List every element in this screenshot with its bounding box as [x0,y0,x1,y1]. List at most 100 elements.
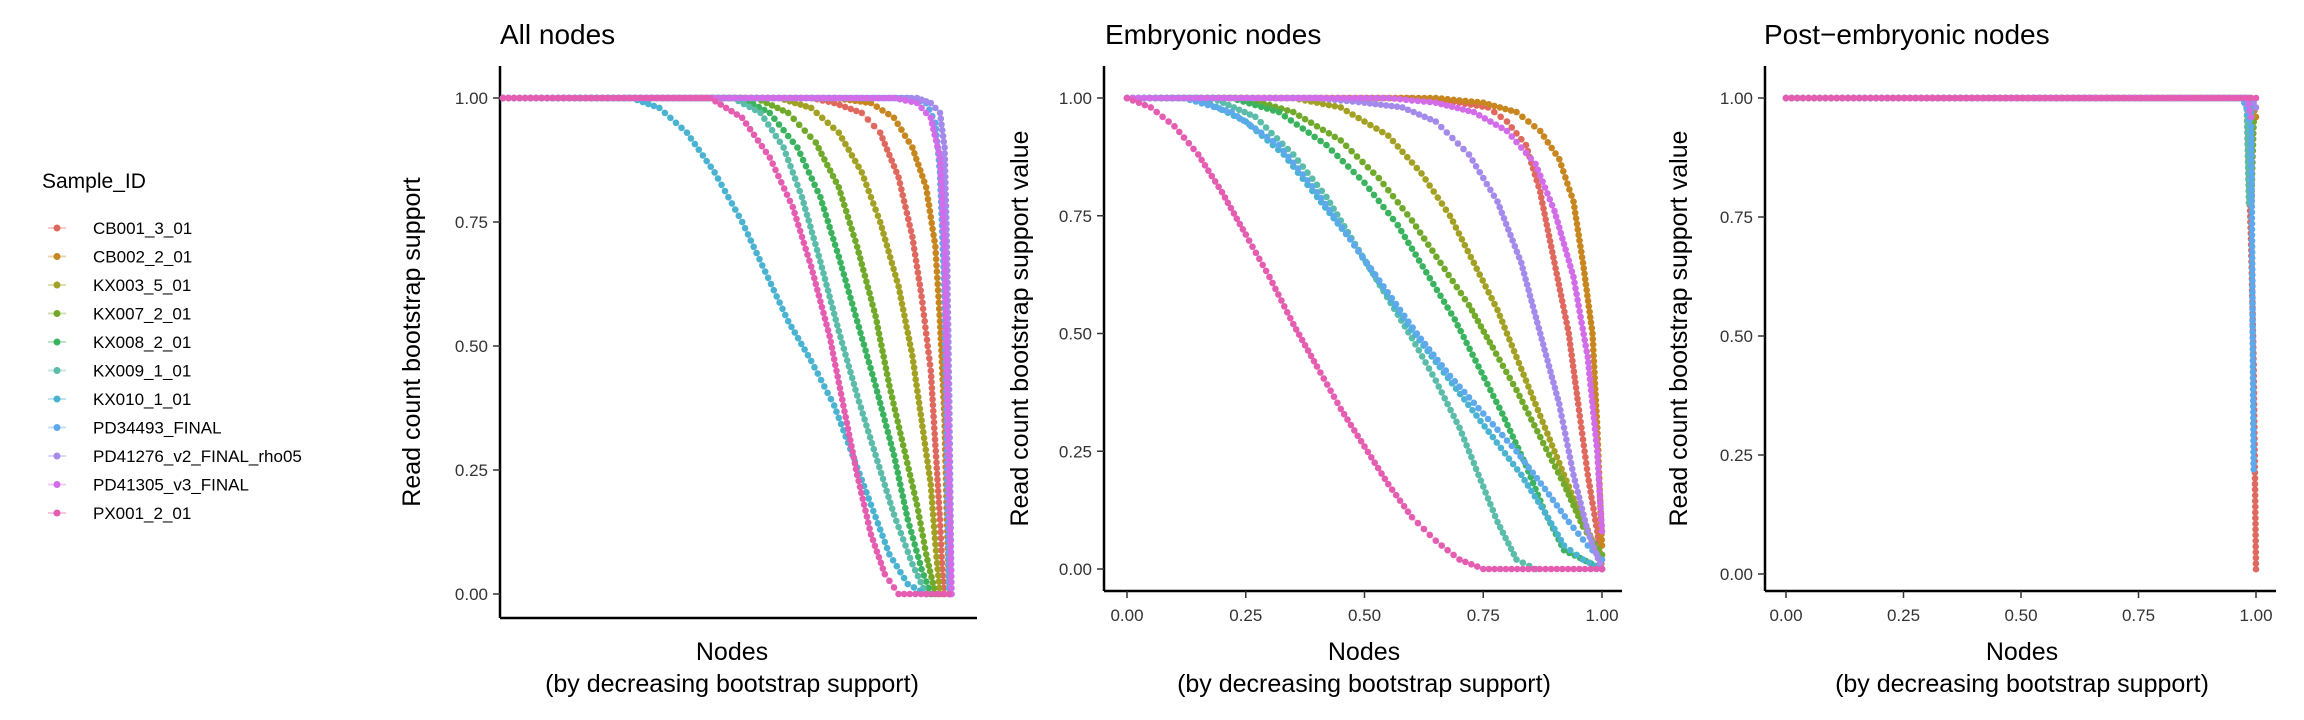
data-point [817,376,825,384]
data-point [1330,393,1338,401]
data-point [1501,324,1508,331]
data-point [1546,196,1554,203]
data-point [826,223,833,231]
data-point [921,544,929,552]
data-point [2248,134,2255,142]
data-point [1135,99,1143,106]
data-point [1180,134,1188,141]
data-point [1215,183,1222,191]
data-point [1342,142,1350,150]
data-point [759,262,766,269]
data-point [1252,101,1259,109]
data-point [941,267,949,274]
data-point [933,262,940,269]
data-point [895,174,902,181]
data-point [908,528,915,536]
data-point [937,534,945,542]
data-point [929,396,936,403]
data-point [1465,394,1473,401]
data-point [861,416,868,423]
data-point [935,578,943,585]
data-point [1453,418,1460,426]
data-point [1470,108,1478,116]
data-point [1570,198,1577,205]
data-point [1245,237,1253,244]
data-point [1269,279,1276,287]
data-point [2139,94,2146,102]
data-point [1519,113,1526,121]
data-point [1499,410,1506,417]
data-point [1521,458,1528,466]
data-point [1454,140,1462,147]
data-point [936,504,943,512]
data-point [922,184,930,191]
data-point [1408,513,1416,521]
data-point [1958,94,1965,102]
data-point [1337,405,1345,413]
data-point [703,157,710,165]
data-point [1468,561,1475,568]
data-point [712,98,719,105]
data-point [1591,425,1599,433]
data-point [1560,546,1568,554]
data-point [914,553,922,561]
y-tick-label: 0.50 [1720,327,1753,346]
data-point [775,121,783,128]
data-point [776,138,784,146]
data-point [2252,543,2259,550]
data-point [1344,416,1351,423]
data-point [1190,145,1197,153]
data-point [932,447,940,455]
data-point [1485,428,1492,436]
data-point [906,522,913,530]
data-point [1572,379,1579,386]
data-point [830,235,837,243]
data-point [931,237,938,245]
data-point [797,94,804,102]
data-point [857,94,865,102]
data-point [944,408,951,416]
data-point [1328,147,1336,154]
data-point [1513,108,1520,116]
data-point [869,301,876,309]
data-point [918,526,925,533]
data-point [877,469,885,477]
data-point [1568,268,1576,275]
legend-item: PX001_2_01 [48,504,191,523]
data-point [1833,94,1841,102]
data-point [1331,102,1339,110]
legend-item: KX010_1_01 [48,390,191,409]
data-point [946,526,954,534]
data-point [837,333,844,341]
data-point [1587,381,1594,389]
data-point [1449,277,1456,285]
data-point [867,364,874,372]
data-point [945,456,952,463]
data-point [1416,229,1424,236]
data-point [1519,398,1526,406]
data-point [775,94,782,102]
data-point [750,243,757,251]
data-point [1370,169,1377,176]
data-point [1334,399,1341,407]
data-point [931,131,938,139]
data-point [941,273,949,280]
data-point [930,231,937,239]
data-point [812,240,819,248]
data-point [789,203,797,211]
data-point [1338,224,1346,231]
data-point [2252,537,2259,545]
data-point [1389,137,1397,145]
data-point [2251,492,2259,499]
data-point [904,548,912,556]
data-point [2082,94,2090,102]
data-point [1489,421,1497,428]
data-point [1347,236,1354,243]
data-point [1575,231,1582,239]
data-point [1496,203,1503,211]
data-point [876,526,884,533]
data-point [1513,556,1520,563]
data-point [656,104,663,112]
data-point [780,94,788,102]
data-point [1502,534,1509,542]
